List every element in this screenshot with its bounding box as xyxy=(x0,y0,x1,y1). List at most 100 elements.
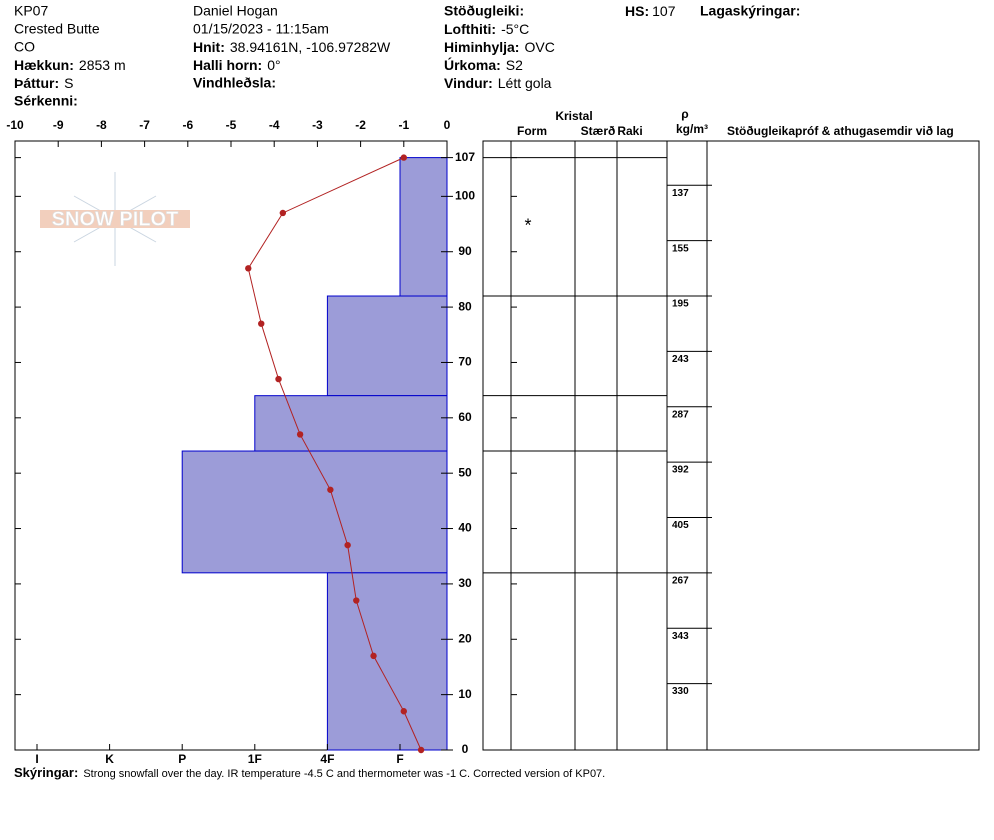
x-tick-label: -8 xyxy=(96,118,107,132)
density-value: 330 xyxy=(672,686,689,697)
hardness-layer xyxy=(326,572,448,751)
label: Halli horn: xyxy=(193,57,262,73)
col-header: Kristal xyxy=(555,109,592,123)
label: Himinhylja: xyxy=(444,39,519,55)
temperature-point xyxy=(370,652,377,660)
x-tick-label: -7 xyxy=(139,118,150,132)
temperature-point xyxy=(344,541,351,549)
density-value: 343 xyxy=(672,631,689,642)
x-tick-label: -2 xyxy=(355,118,366,132)
value: Létt gola xyxy=(498,75,552,91)
y-tick-label: 40 xyxy=(458,521,472,535)
footer-text: Strong snowfall over the day. IR tempera… xyxy=(83,768,605,780)
label: Vindhleðsla: xyxy=(193,75,276,91)
hardness-layer xyxy=(326,295,448,397)
profile-id: KP07 xyxy=(14,3,48,19)
observer: Daniel Hogan xyxy=(193,3,278,19)
label: Hækkun: xyxy=(14,57,74,73)
label: Stöðugleiki: xyxy=(444,3,524,19)
hardness-layer xyxy=(399,157,448,297)
header: KP07 Crested Butte CO Hækkun: 2853 m Þátt… xyxy=(14,3,800,109)
hardness-layer xyxy=(181,450,448,574)
label: Lagaskýringar: xyxy=(700,3,800,19)
temperature-point xyxy=(258,320,265,327)
label: Þáttur: xyxy=(14,75,59,91)
density-value: 243 xyxy=(672,354,689,365)
logo-text: SNOW PILOT xyxy=(52,208,179,230)
col-header: kg/m³ xyxy=(676,122,708,136)
label: Hnit: xyxy=(193,39,225,55)
y-tick-label: 70 xyxy=(458,355,472,369)
temperature-point xyxy=(400,154,407,161)
value: S2 xyxy=(506,57,523,73)
density-value: 267 xyxy=(672,575,689,586)
label: Lofthiti: xyxy=(444,21,496,37)
temperature-point xyxy=(327,486,334,493)
label: Úrkoma: xyxy=(444,56,501,73)
field: Þáttur: S xyxy=(14,75,73,91)
footer-label: Skýringar: xyxy=(14,765,78,780)
strat-frame xyxy=(482,140,980,751)
temperature-point xyxy=(245,265,252,272)
value: -5°C xyxy=(501,21,529,37)
y-tick-label: 100 xyxy=(455,189,475,203)
temperature-point xyxy=(353,597,360,604)
y-tick-label: 60 xyxy=(458,410,472,424)
temperature-point xyxy=(400,708,407,715)
x-tick-label: -6 xyxy=(182,118,193,132)
datetime: 01/15/2023 - 11:15am xyxy=(193,21,329,37)
temperature-point xyxy=(275,375,282,383)
col-header: Form xyxy=(517,124,547,138)
y-tick-label: 107 xyxy=(455,150,475,164)
temperature-point xyxy=(417,746,425,754)
temperature-point xyxy=(296,431,304,438)
hardness-label: 4F xyxy=(320,752,334,766)
value: OVC xyxy=(524,39,554,55)
field: Vindur: Létt gola xyxy=(444,75,552,91)
column-headers: Kristal Form Stærð Raki ρ kg/m³ Stöðugle… xyxy=(517,107,954,138)
label: Sérkenni: xyxy=(14,93,78,109)
logo-band xyxy=(40,210,190,228)
value: S xyxy=(64,75,73,91)
x-tick-label: -10 xyxy=(6,118,24,132)
label: HS: xyxy=(625,3,649,19)
density-value: 287 xyxy=(672,409,689,420)
density-value: 405 xyxy=(672,520,689,531)
value: 2853 m xyxy=(79,57,126,73)
density-value: 155 xyxy=(672,243,689,254)
col-header: ρ xyxy=(681,107,688,121)
density-value: 137 xyxy=(672,188,689,199)
label: Vindur: xyxy=(444,75,493,91)
state: CO xyxy=(14,39,35,55)
y-tick-label: 50 xyxy=(458,465,472,479)
hardness-label: 1F xyxy=(248,752,262,766)
y-tick-label: 0 xyxy=(462,742,469,756)
hardness-label: P xyxy=(178,752,186,766)
y-tick-label: 10 xyxy=(458,687,472,701)
value: 107 xyxy=(652,3,676,19)
hardness-label: I xyxy=(35,752,38,766)
temperature-point xyxy=(279,209,287,217)
field: Lofthiti: -5°C xyxy=(444,21,529,37)
location: Crested Butte xyxy=(14,21,100,37)
hardness-layer xyxy=(254,395,448,452)
hardness-label: K xyxy=(105,752,114,766)
field: HS: 107 xyxy=(625,3,676,19)
field: Himinhylja: OVC xyxy=(444,39,555,55)
value: 0° xyxy=(267,57,280,73)
field: Úrkoma: S2 xyxy=(444,56,523,73)
x-tick-label: 0 xyxy=(444,118,451,132)
col-header: Stöðugleikapróf & athugasemdir við lag xyxy=(727,124,954,138)
x-tick-label: -3 xyxy=(312,118,323,132)
x-tick-label: -1 xyxy=(398,118,409,132)
field: Halli horn: 0° xyxy=(193,57,281,73)
value: 38.94161N, -106.97282W xyxy=(230,39,391,55)
temperature-line xyxy=(247,157,422,751)
y-tick-label: 90 xyxy=(458,244,472,258)
col-header: Stærð xyxy=(581,124,616,138)
y-tick-label: 20 xyxy=(458,631,472,645)
hardness-label: F xyxy=(396,752,403,766)
crystal-form: * xyxy=(524,216,531,236)
y-tick-label: 80 xyxy=(458,299,472,313)
y-tick-label: 30 xyxy=(458,576,472,590)
